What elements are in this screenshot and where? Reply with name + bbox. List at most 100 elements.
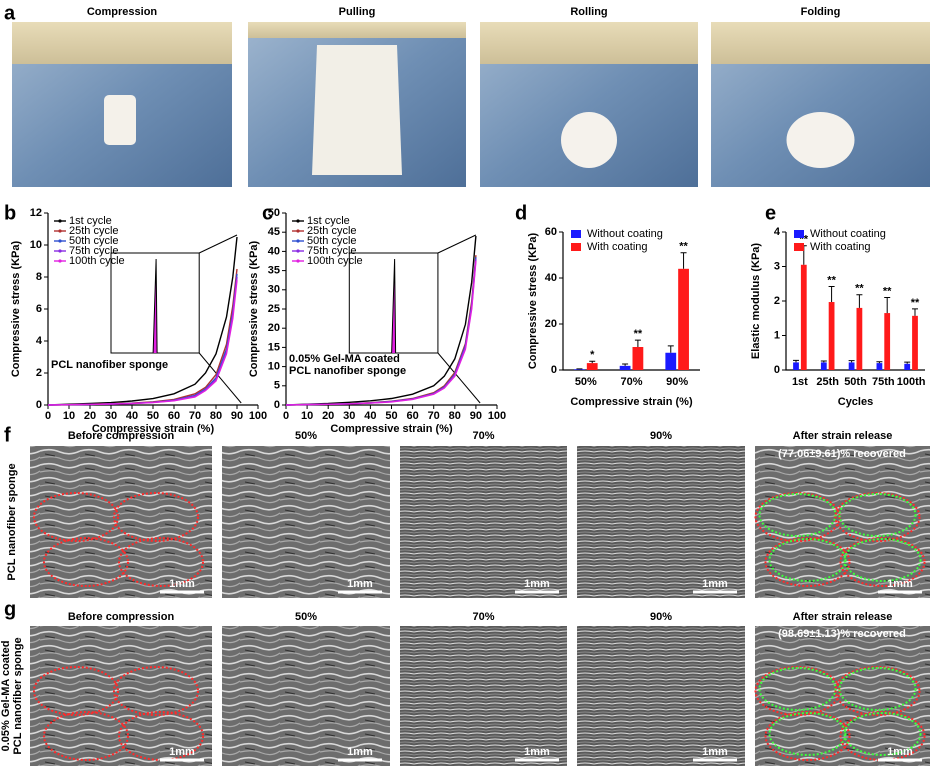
- scale-bar-label: 1mm: [169, 746, 195, 758]
- column-title: 70%: [472, 430, 494, 442]
- significance: **: [827, 274, 836, 286]
- x-tick-label: 100th: [897, 376, 926, 388]
- y-tick-label: 60: [545, 226, 557, 238]
- y-tick-label: 0: [774, 364, 780, 376]
- curve: [47, 236, 238, 406]
- sem-image: [222, 446, 390, 598]
- error-bar: [848, 360, 855, 363]
- bar: [586, 363, 598, 370]
- y-tick-label: 20: [268, 322, 280, 334]
- y-axis-label: Compressive stress (KPa): [10, 240, 22, 377]
- y-tick-label: 0: [274, 399, 280, 411]
- x-tick-label: 90: [231, 410, 243, 422]
- scale-bar-label: 1mm: [887, 578, 913, 590]
- curve: [285, 260, 477, 406]
- scale-bar-label: 1mm: [169, 578, 195, 590]
- bar: [848, 362, 855, 370]
- sem-image: [400, 446, 567, 598]
- scale-bar-label: 1mm: [524, 578, 550, 590]
- x-tick-label: 50th: [844, 376, 867, 388]
- sem-image: [30, 626, 212, 766]
- bar: [678, 268, 689, 370]
- x-tick-label: 90: [470, 410, 482, 422]
- y-tick-label: 40: [545, 272, 557, 284]
- y-tick-label: 0: [551, 364, 557, 376]
- y-tick-label: 20: [545, 318, 557, 330]
- x-tick-label: 80: [210, 410, 222, 422]
- panel-letter: e: [765, 202, 776, 224]
- y-tick-label: 10: [268, 361, 280, 373]
- legend-label: With coating: [810, 241, 871, 253]
- inset-spike: [391, 258, 397, 354]
- significance: **: [855, 283, 864, 295]
- cell-outline: [33, 492, 119, 542]
- legend-dot: [58, 239, 62, 243]
- bar: [800, 264, 807, 370]
- y-tick-label: 10: [30, 239, 42, 251]
- bar: [574, 369, 585, 370]
- cell-outline: [43, 537, 129, 587]
- significance: **: [911, 297, 920, 309]
- panel-letter: d: [515, 202, 527, 224]
- x-tick-label: 0: [45, 410, 51, 422]
- row-label: 0.05% Gel-MA coated: [0, 641, 12, 752]
- inset-connector: [198, 234, 238, 254]
- legend-label: 50th cycle: [307, 235, 357, 247]
- bar: [793, 362, 799, 370]
- cell-outline: [768, 538, 847, 582]
- cell-outline: [33, 666, 119, 716]
- legend-label: 1st cycle: [307, 215, 350, 227]
- legend-dot: [296, 239, 300, 243]
- error-bar: [876, 361, 883, 364]
- x-tick-label: 50: [385, 410, 397, 422]
- error-bar: [634, 339, 641, 347]
- cell-outline: [838, 493, 917, 537]
- y-tick-label: 0: [36, 399, 42, 411]
- x-tick-label: 20: [322, 410, 334, 422]
- cell-outline: [768, 712, 847, 756]
- y-tick-label: 15: [268, 341, 280, 353]
- annotation: 0.05% Gel-MA coated: [289, 353, 400, 365]
- cell-outline: [113, 666, 199, 716]
- ruler: [12, 22, 232, 64]
- x-tick-label: 50: [147, 410, 159, 422]
- significance: *: [590, 349, 595, 361]
- legend-label: 25th cycle: [69, 225, 119, 237]
- x-tick-label: 50%: [575, 376, 597, 388]
- x-tick-label: 60: [168, 410, 180, 422]
- significance: **: [883, 285, 892, 297]
- legend-label: 1st cycle: [69, 215, 112, 227]
- inset-connector: [437, 234, 477, 254]
- column-title: 50%: [295, 430, 317, 442]
- cell-outline: [843, 538, 922, 582]
- ruler: [480, 22, 698, 64]
- column-title: 70%: [472, 611, 494, 623]
- ruler: [248, 22, 466, 38]
- row-label: PCL nanofiber sponge: [6, 463, 18, 580]
- legend-label: 100th cycle: [69, 255, 125, 267]
- panel-letter: a: [4, 2, 16, 24]
- significance: **: [800, 234, 809, 246]
- x-tick-label: 60: [406, 410, 418, 422]
- y-tick-label: 40: [268, 245, 280, 257]
- error-bar: [820, 360, 827, 363]
- bar: [912, 315, 918, 370]
- bar: [665, 352, 677, 370]
- x-tick-label: 100: [249, 410, 267, 422]
- cell-outline: [43, 711, 129, 761]
- error-bar: [589, 360, 596, 364]
- bar: [876, 363, 883, 370]
- x-tick-label: 75th: [872, 376, 895, 388]
- bar: [856, 307, 863, 370]
- photo-title: Pulling: [339, 6, 376, 18]
- x-tick-label: 10: [63, 410, 75, 422]
- legend-label: 50th cycle: [69, 235, 119, 247]
- sem-image: [577, 446, 745, 598]
- legend-dot: [296, 249, 300, 253]
- curve: [47, 280, 238, 406]
- x-tick-label: 100: [488, 410, 506, 422]
- legend-dot: [58, 219, 62, 223]
- y-tick-label: 30: [268, 284, 280, 296]
- significance: **: [679, 241, 688, 253]
